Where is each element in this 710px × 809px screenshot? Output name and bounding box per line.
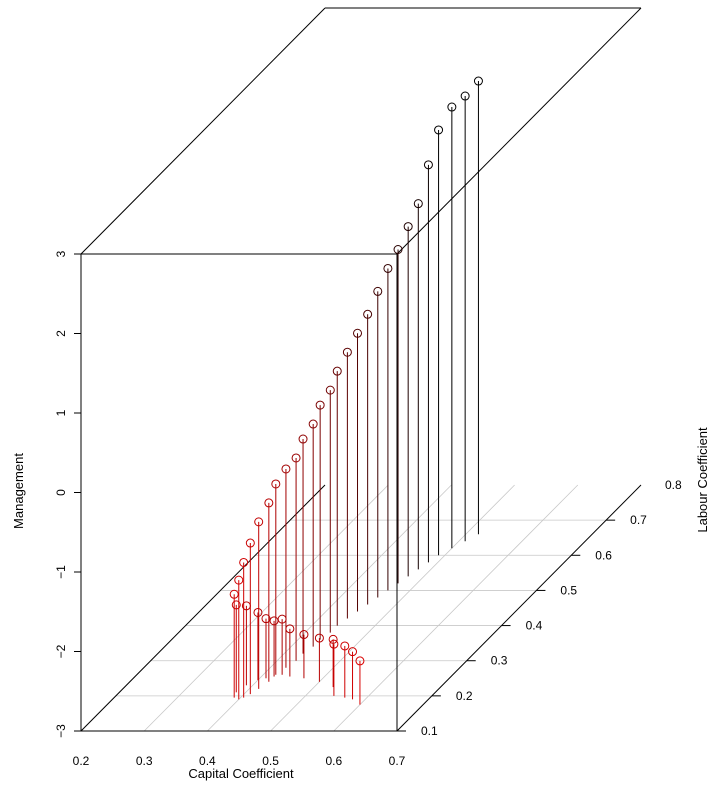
- z-tick-label: −3: [54, 724, 68, 738]
- y-tick-label: 0.4: [526, 619, 543, 633]
- data-point: [298, 434, 308, 444]
- y-tick-label: 0.7: [630, 513, 647, 527]
- floor-grid-line-x: [207, 484, 452, 732]
- z-tick-label: 3: [54, 250, 68, 257]
- x-tick-label: 0.5: [262, 754, 279, 768]
- data-point: [299, 630, 309, 640]
- data-point: [271, 479, 281, 489]
- data-point: [254, 517, 264, 527]
- x-tick-label: 0.4: [199, 754, 216, 768]
- data-point: [328, 634, 338, 644]
- y-tick-label: 0.8: [665, 478, 682, 492]
- data-point: [239, 557, 249, 567]
- box-edge: [80, 484, 326, 732]
- data-point: [264, 498, 274, 508]
- y-tick-label: 0.5: [560, 583, 577, 597]
- floor-grid: [115, 484, 607, 732]
- data-point: [460, 91, 470, 101]
- data-point: [315, 400, 325, 410]
- data-point: [269, 616, 279, 626]
- x-tick-label: 0.7: [389, 754, 406, 768]
- data-point: [253, 607, 263, 617]
- box-edge: [396, 7, 642, 255]
- data-point: [314, 633, 324, 643]
- box-edge: [396, 484, 642, 732]
- data-point: [281, 464, 291, 474]
- axis-ticks: 0.2 0.3 0.4 0.5 0.6 0.7 0.1 0.2 0.3 0.4 0.5 0.6 0.7 0…: [54, 250, 682, 768]
- data-point: [434, 125, 444, 135]
- data-point: [291, 453, 301, 463]
- data-point: [340, 641, 350, 651]
- z-tick-label: −1: [54, 565, 68, 579]
- z-tick-label: 0: [54, 489, 68, 496]
- floor-grid-line-x: [143, 484, 389, 732]
- data-point: [473, 76, 483, 86]
- data-point: [332, 366, 342, 376]
- data-point: [403, 222, 413, 232]
- y-tick-label: 0.2: [456, 689, 473, 703]
- data-point: [261, 614, 271, 624]
- data-point: [383, 263, 393, 273]
- data-point: [245, 538, 255, 548]
- data-point: [393, 245, 403, 254]
- y-axis-title: Labour Coefficient: [695, 427, 710, 533]
- data-point: [234, 575, 244, 585]
- data-point: [413, 199, 423, 209]
- data-point: [325, 385, 335, 395]
- data-point: [423, 160, 433, 170]
- z-tick-label: 1: [54, 409, 68, 416]
- y-tick-label: 0.6: [595, 548, 612, 562]
- y-tick-label: 0.1: [421, 724, 438, 738]
- z-tick-label: −2: [54, 644, 68, 658]
- data-point: [353, 328, 363, 338]
- floor-grid-line-x: [270, 484, 515, 732]
- data-point: [342, 347, 352, 357]
- box-edge: [80, 7, 326, 255]
- y-tick-label: 0.3: [491, 654, 508, 668]
- x-tick-label: 0.3: [136, 754, 153, 768]
- data-point: [231, 600, 241, 610]
- floor-grid-line-x: [333, 484, 579, 732]
- x-tick-label: 0.6: [325, 754, 342, 768]
- data-point: [363, 309, 373, 319]
- plot-box: [80, 7, 642, 732]
- data-point: [355, 656, 365, 666]
- x-axis-title: Capital Coefficient: [188, 766, 294, 781]
- x-tick-label: 0.2: [73, 754, 90, 768]
- data-point: [285, 624, 295, 634]
- data-points: [229, 76, 483, 705]
- data-point: [447, 102, 457, 112]
- data-point: [229, 589, 239, 599]
- z-axis-title: Management: [11, 453, 26, 529]
- data-point: [373, 286, 383, 296]
- z-tick-label: 2: [54, 330, 68, 337]
- data-point: [308, 419, 318, 429]
- data-point: [348, 647, 358, 657]
- data-point: [329, 639, 339, 649]
